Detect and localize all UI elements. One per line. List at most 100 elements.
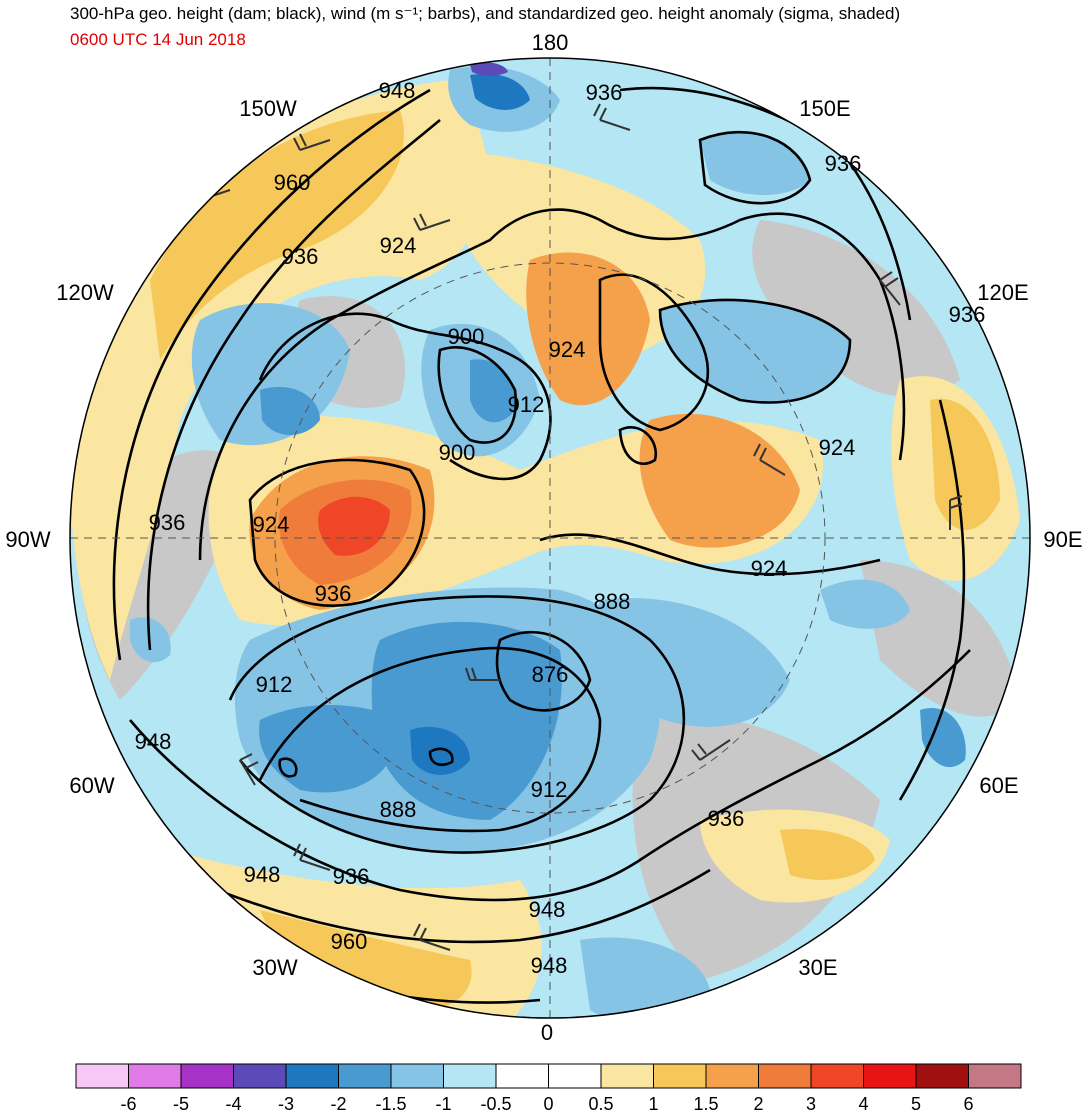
negative-anomaly [259, 705, 400, 793]
colorbar-swatch [285, 1063, 339, 1089]
contour-label: 912 [531, 777, 568, 802]
contour-label: 936 [333, 864, 370, 889]
colorbar-tick-label: 4 [858, 1094, 868, 1112]
contour-line [437, 346, 518, 444]
contour-label: 948 [244, 862, 281, 887]
contour-label: 924 [751, 556, 788, 581]
negative-anomaly [820, 579, 910, 629]
lon-label-180: 180 [532, 30, 569, 55]
contour-labels: 948 936 936 960 936 924 900 924 912 900 … [135, 78, 986, 978]
wind-barb [879, 271, 901, 306]
height-contours [112, 86, 971, 1004]
colorbar-swatch [390, 1063, 444, 1089]
colorbar-tick-label: -3 [278, 1094, 294, 1112]
wind-barb [691, 739, 731, 761]
graticule [70, 58, 1030, 1018]
contour-line [428, 747, 454, 766]
colorbar-tick-label: -5 [173, 1094, 189, 1112]
land-mask [752, 220, 960, 397]
contour-label: 912 [508, 392, 545, 417]
wind-barbs [193, 103, 963, 951]
colorbar-swatch [443, 1063, 497, 1089]
negative-anomaly [920, 708, 966, 768]
colorbar-swatch [600, 1063, 654, 1089]
negative-anomaly [371, 621, 562, 820]
contour-label: 948 [531, 953, 568, 978]
map-border [69, 57, 1031, 1019]
contour-label: 876 [532, 662, 569, 687]
contour-line [278, 757, 298, 778]
contour-label: 924 [253, 512, 290, 537]
contour-label: 936 [282, 244, 319, 269]
negative-anomaly [410, 726, 470, 775]
contour-label: 936 [708, 806, 745, 831]
colorbar-tick-label: -6 [120, 1094, 136, 1112]
wind-barb [753, 443, 786, 476]
wind-barb [413, 213, 451, 231]
wind-barb [239, 753, 259, 786]
contour-label: 936 [315, 581, 352, 606]
contour-label: 948 [529, 897, 566, 922]
contour-line [898, 399, 966, 801]
contour-label: 888 [380, 797, 417, 822]
contour-label: 936 [586, 80, 623, 105]
contour-label: 888 [594, 589, 631, 614]
colorbar-swatch [180, 1063, 234, 1089]
colorbar-swatch [758, 1063, 812, 1089]
contour-label: 936 [949, 302, 986, 327]
positive-anomaly [639, 413, 800, 548]
contour-line [228, 595, 686, 854]
positive-anomaly [260, 910, 472, 1013]
contour-line [658, 298, 852, 404]
contour-line [248, 458, 426, 607]
colorbar-swatch [863, 1063, 917, 1089]
lon-label-150e: 150E [799, 96, 850, 121]
colorbar-tick-label: -0.5 [480, 1094, 511, 1112]
contour-line [112, 88, 431, 661]
valid-time: 0600 UTC 14 Jun 2018 [70, 30, 246, 49]
negative-anomaly [700, 132, 810, 195]
colorbar-tick-label: 5 [911, 1094, 921, 1112]
colorbar-tick-label: 0.5 [588, 1094, 613, 1112]
contour-label: 900 [439, 440, 476, 465]
lon-label-120w: 120W [56, 280, 114, 305]
colorbar-tick-label: -1 [435, 1094, 451, 1112]
colorbar-tick-label: 1 [648, 1094, 658, 1112]
contour-label: 924 [549, 337, 586, 362]
colorbar-swatch [968, 1063, 1022, 1089]
contour-line [618, 426, 658, 466]
positive-anomaly [780, 829, 875, 880]
colorbar-swatch [495, 1063, 549, 1089]
colorbar-swatch [75, 1063, 129, 1089]
wind-barb [949, 495, 963, 530]
contour-label: 936 [149, 510, 186, 535]
contour-line [598, 273, 710, 432]
wind-barb [593, 103, 631, 131]
contour-label: 900 [448, 324, 485, 349]
map-title: 300-hPa geo. height (dam; black), wind (… [70, 4, 901, 23]
colorbar-tick-label: -1.5 [375, 1094, 406, 1112]
colorbar-swatches [75, 1063, 1022, 1089]
lon-label-30e: 30E [798, 955, 837, 980]
contour-line [495, 630, 592, 712]
colorbar-tick-label: -4 [225, 1094, 241, 1112]
lon-label-60e: 60E [979, 773, 1018, 798]
lon-label-90w: 90W [5, 527, 50, 552]
wind-barb [293, 133, 331, 151]
colorbar-tick-label: 6 [963, 1094, 973, 1112]
wind-barb [413, 923, 451, 951]
lon-label-90e: 90E [1043, 527, 1082, 552]
lon-label-150w: 150W [239, 96, 297, 121]
colorbar-swatch [548, 1063, 602, 1089]
contour-line [169, 868, 711, 944]
contour-line [539, 533, 881, 576]
contour-line [258, 312, 552, 481]
negative-anomaly [470, 73, 530, 110]
contour-label: 960 [274, 170, 311, 195]
colorbar-tick-label: -2 [330, 1094, 346, 1112]
contour-label: 960 [331, 929, 368, 954]
contour-line [698, 130, 812, 205]
contour-label: 948 [135, 729, 172, 754]
latitude-circle [274, 262, 826, 814]
